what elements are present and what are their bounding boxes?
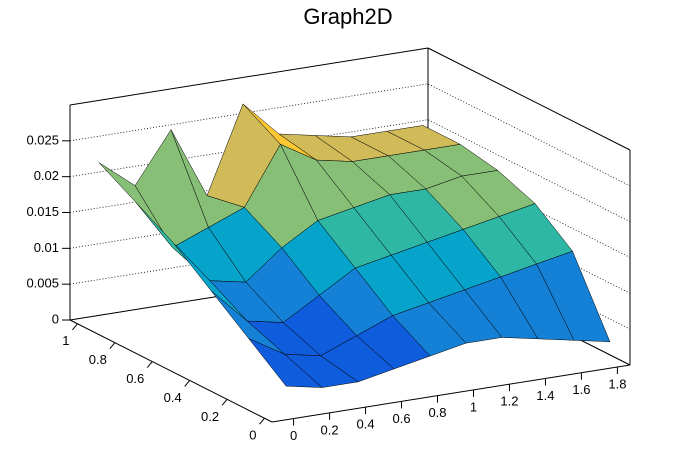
y-tick-label: 1 xyxy=(62,333,69,348)
chart-title: Graph2D xyxy=(303,4,392,29)
z-tick-label: 0 xyxy=(52,311,59,326)
y-tick xyxy=(72,323,78,331)
x-tick-label: 1.8 xyxy=(608,376,626,391)
x-tick-label: 0 xyxy=(290,428,297,443)
surface-cell xyxy=(248,338,323,388)
z-tick-label: 0.005 xyxy=(26,276,59,291)
x-tick-label: 0.8 xyxy=(428,405,446,420)
y-axis xyxy=(69,319,273,423)
z-tick-label: 0.025 xyxy=(26,132,59,147)
x-tick-label: 1.2 xyxy=(500,394,518,409)
box-edge xyxy=(69,47,429,106)
x-tick-label: 0.6 xyxy=(392,411,410,426)
x-tick-label: 1 xyxy=(470,399,477,414)
y-tick xyxy=(259,417,265,425)
box-edge xyxy=(427,47,631,151)
y-tick xyxy=(146,361,153,368)
z-tick-label: 0.01 xyxy=(34,240,59,255)
x-tick-label: 1.4 xyxy=(536,388,554,403)
y-tick-label: 0 xyxy=(249,428,256,443)
z-tick-label: 0.015 xyxy=(26,204,59,219)
y-tick-label: 0.4 xyxy=(164,390,182,405)
z-tick-label: 0.02 xyxy=(34,168,59,183)
y-tick xyxy=(109,342,116,349)
y-tick-label: 0.2 xyxy=(201,409,219,424)
y-tick-label: 0.8 xyxy=(89,352,107,367)
grid-line xyxy=(69,83,631,187)
x-tick-label: 0.4 xyxy=(357,417,375,432)
y-tick xyxy=(221,399,228,406)
y-tick xyxy=(184,380,191,387)
x-tick-label: 0.2 xyxy=(321,422,339,437)
x-axis xyxy=(271,364,631,423)
grid-line xyxy=(69,119,631,223)
y-tick-label: 0.6 xyxy=(126,371,144,386)
x-tick-label: 1.6 xyxy=(572,382,590,397)
